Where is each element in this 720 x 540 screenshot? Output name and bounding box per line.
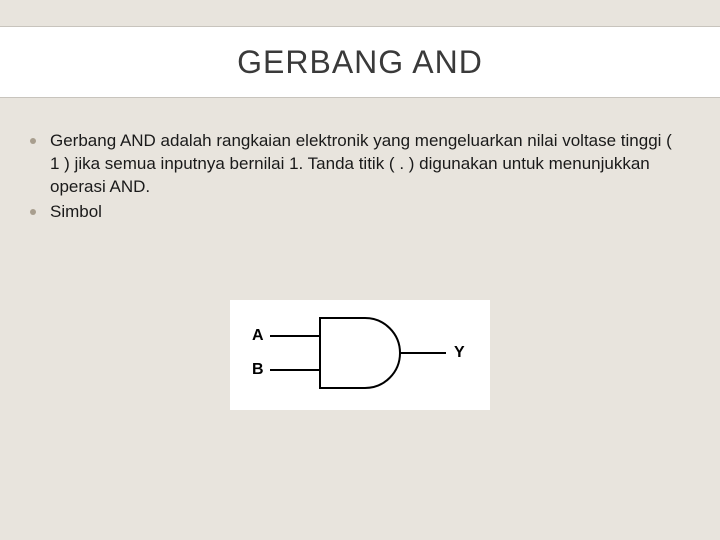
bullet-text: Gerbang AND adalah rangkaian elektronik … — [50, 130, 680, 199]
output-label-y: Y — [454, 344, 465, 362]
and-gate-svg — [230, 300, 490, 410]
slide: GERBANG AND Gerbang AND adalah rangkaian… — [0, 0, 720, 540]
bullet-icon — [30, 138, 36, 144]
list-item: Simbol — [30, 201, 680, 224]
input-label-a: A — [252, 327, 264, 345]
content-area: Gerbang AND adalah rangkaian elektronik … — [30, 130, 680, 226]
title-bar: GERBANG AND — [0, 26, 720, 98]
input-label-b: B — [252, 361, 264, 379]
list-item: Gerbang AND adalah rangkaian elektronik … — [30, 130, 680, 199]
bullet-text: Simbol — [50, 201, 102, 224]
diagram-container: A B Y — [0, 300, 720, 410]
slide-title: GERBANG AND — [237, 44, 483, 81]
and-gate-diagram: A B Y — [230, 300, 490, 410]
and-gate-body — [320, 318, 400, 388]
bullet-icon — [30, 209, 36, 215]
